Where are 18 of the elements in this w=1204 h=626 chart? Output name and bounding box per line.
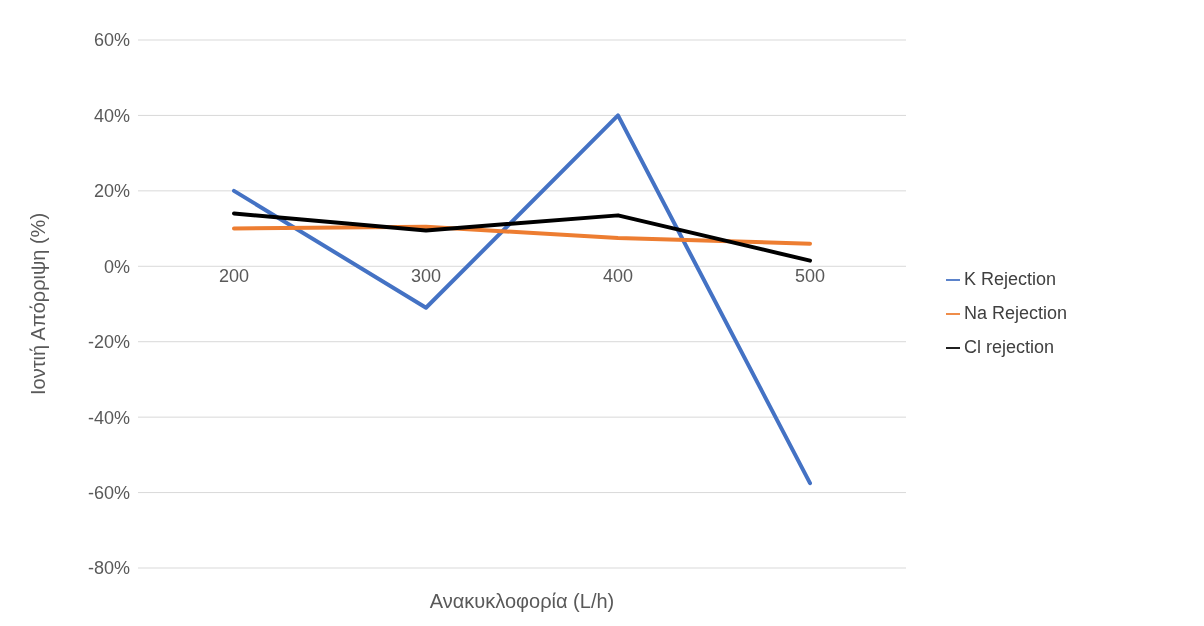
y-tick-label: 20% <box>93 181 130 202</box>
y-tick-label: 0% <box>103 256 130 277</box>
x-tick-label: 500 <box>794 266 826 287</box>
y-tick-label: -60% <box>87 482 130 503</box>
y-tick-label: -80% <box>87 558 130 579</box>
legend-label: Na Rejection <box>964 303 1068 323</box>
y-tick-label: -40% <box>87 407 130 428</box>
y-tick-label: 40% <box>93 105 130 126</box>
x-tick-label: 200 <box>218 266 250 287</box>
y-tick-label: 60% <box>93 30 130 51</box>
y-tick-label: -20% <box>87 332 130 353</box>
y-axis-title: Ιοντιή Απόρριψη (%) <box>27 212 50 396</box>
legend-label: K Rejection <box>964 269 1057 289</box>
x-tick-label: 400 <box>602 266 634 287</box>
legend-label: Cl rejection <box>964 337 1055 357</box>
line-series <box>232 211 812 263</box>
x-axis-title: Ανακυκλοφορία (L/h) <box>429 590 615 612</box>
x-tick-label: 300 <box>410 266 442 287</box>
